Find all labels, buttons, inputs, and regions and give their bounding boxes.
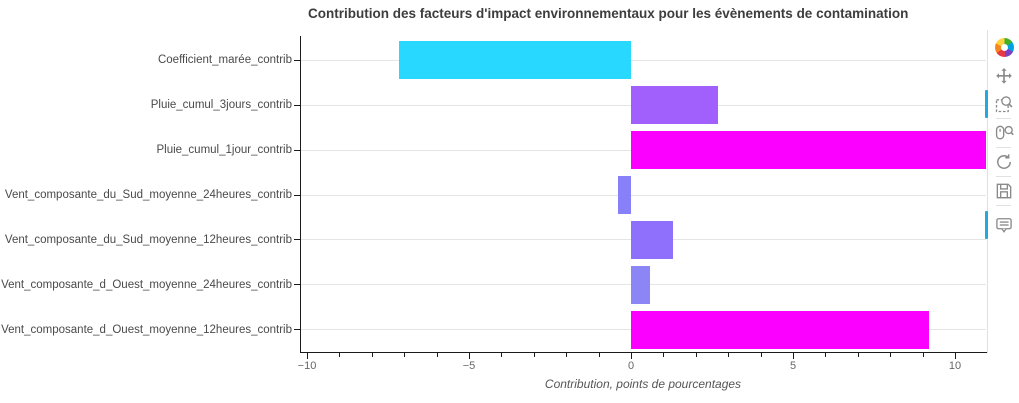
- save-tool-button[interactable]: [991, 178, 1017, 204]
- y-tick-label: Pluie_cumul_1jour_contrib: [156, 144, 292, 157]
- y-tick-label: Vent_composante_du_Sud_moyenne_24heures_…: [4, 189, 292, 201]
- bokeh-logo[interactable]: [991, 34, 1017, 60]
- y-tick-label: Vent_composante_d_Ouest_moyenne_24heures…: [1, 278, 292, 291]
- x-tick-label: −10: [297, 360, 317, 372]
- x-minor-tick-mark: [922, 353, 924, 357]
- x-minor-tick-mark: [695, 353, 697, 357]
- bar-Coefficient_marée_contrib[interactable]: [399, 41, 631, 80]
- y-tick-mark: [294, 59, 300, 61]
- y-tick-label: Coefficient_marée_contrib: [157, 54, 292, 67]
- toolbar-group-divider: [996, 147, 1011, 148]
- y-tick-mark: [294, 239, 300, 241]
- x-major-tick-mark: [469, 353, 470, 359]
- wheel-zoom-icon: [994, 123, 1015, 143]
- bar-Pluie_cumul_3jours_contrib[interactable]: [631, 86, 719, 125]
- pan-icon: [994, 66, 1014, 86]
- bar-Vent_composante_du_Sud_moyenne_12heures_contrib[interactable]: [631, 220, 674, 259]
- x-major-tick-mark: [793, 353, 794, 359]
- pan-tool-button[interactable]: [991, 63, 1017, 89]
- x-minor-tick-mark: [598, 353, 600, 357]
- bar-Vent_composante_d_Ouest_moyenne_24heures_contrib[interactable]: [631, 265, 651, 304]
- x-tick-label: −5: [462, 360, 476, 372]
- x-minor-tick-mark: [339, 353, 341, 357]
- bokeh-logo-icon: [994, 37, 1014, 57]
- gridline: [300, 59, 986, 61]
- x-minor-tick-mark: [533, 353, 535, 357]
- y-tick-mark: [294, 149, 300, 151]
- box-zoom-tool-button[interactable]: [991, 91, 1017, 117]
- y-tick-label: Pluie_cumul_3jours_contrib: [150, 99, 292, 112]
- x-axis-title: Contribution, points de pourcentages: [544, 377, 742, 391]
- save-icon: [994, 181, 1014, 201]
- x-minor-tick-mark: [857, 353, 859, 357]
- hover-active-indicator: [985, 211, 988, 239]
- x-minor-tick-mark: [728, 353, 730, 357]
- y-tick-mark: [294, 104, 300, 106]
- bar-Pluie_cumul_1jour_contrib[interactable]: [631, 131, 986, 170]
- x-axis-line: [300, 352, 987, 353]
- reset-icon: [994, 152, 1014, 172]
- toolbar-group-divider: [996, 118, 1011, 119]
- y-tick-mark: [294, 329, 300, 331]
- plot-area[interactable]: [300, 38, 986, 352]
- gridline: [300, 194, 986, 196]
- x-minor-tick-mark: [404, 353, 406, 357]
- reset-tool-button[interactable]: [991, 149, 1017, 175]
- wheel-zoom-tool-button[interactable]: [991, 120, 1017, 146]
- x-minor-tick-mark: [663, 353, 665, 357]
- toolbar-divider: [987, 30, 988, 353]
- x-minor-tick-mark: [501, 353, 503, 357]
- toolbar-group-divider: [996, 176, 1011, 177]
- toolbar-group-divider: [996, 205, 1011, 206]
- x-tick-label: 10: [948, 360, 962, 372]
- x-major-tick-mark: [631, 353, 632, 359]
- x-tick-label: 0: [627, 360, 635, 372]
- x-minor-tick-mark: [566, 353, 568, 357]
- y-tick-label: Vent_composante_du_Sud_moyenne_12heures_…: [4, 233, 292, 246]
- x-minor-tick-mark: [371, 353, 373, 357]
- box-zoom-active-indicator: [985, 90, 988, 118]
- y-tick-mark: [294, 194, 300, 196]
- hover-tool-button[interactable]: [991, 212, 1017, 238]
- x-minor-tick-mark: [760, 353, 762, 357]
- bar-Vent_composante_d_Ouest_moyenne_12heures_contrib[interactable]: [631, 310, 930, 349]
- x-minor-tick-mark: [825, 353, 827, 357]
- chart-title: Contribution des facteurs d'impact envir…: [308, 6, 909, 21]
- x-major-tick-mark: [955, 353, 956, 359]
- x-major-tick-mark: [307, 353, 308, 359]
- x-minor-tick-mark: [890, 353, 892, 357]
- bar-Vent_composante_du_Sud_moyenne_24heures_contrib[interactable]: [618, 176, 631, 214]
- x-tick-label: 5: [789, 360, 797, 372]
- y-axis-line: [300, 36, 301, 353]
- hover-icon: [994, 215, 1014, 235]
- y-tick-mark: [294, 284, 300, 286]
- y-tick-label: Vent_composante_d_Ouest_moyenne_12heures…: [1, 323, 292, 336]
- x-minor-tick-mark: [436, 353, 438, 357]
- box-zoom-icon: [994, 94, 1014, 114]
